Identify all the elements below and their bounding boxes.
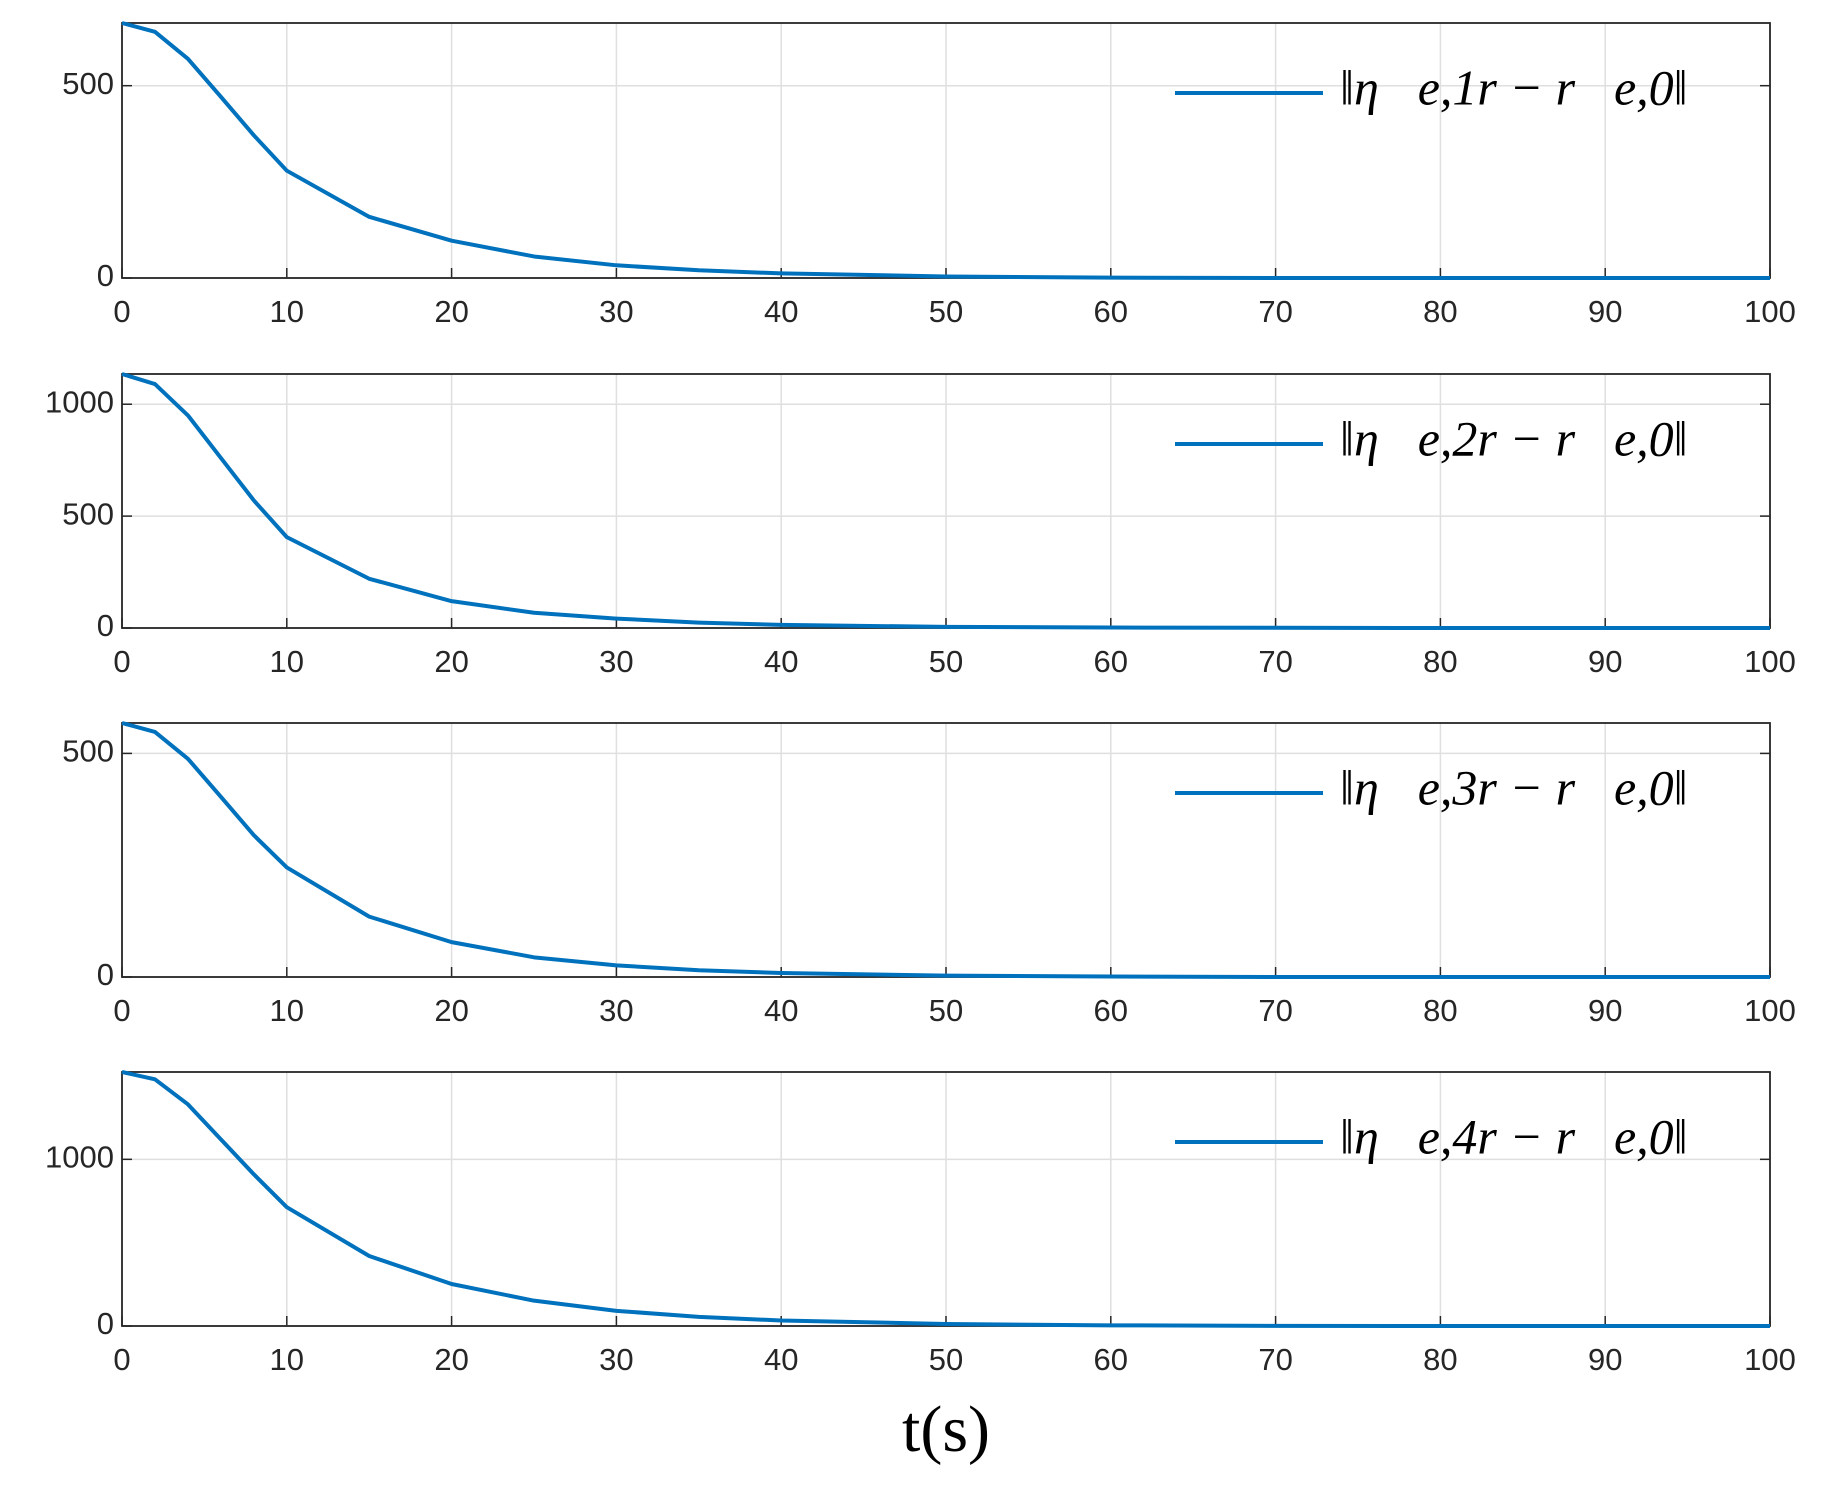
x-tick-label: 20 <box>434 1342 468 1377</box>
y-tick-label: 0 <box>97 608 114 643</box>
x-tick-label: 10 <box>270 1342 304 1377</box>
x-tick-label: 40 <box>764 993 798 1028</box>
y-tick-label: 500 <box>62 734 114 769</box>
x-tick-label: 40 <box>764 294 798 329</box>
x-tick-label: 50 <box>929 993 963 1028</box>
x-tick-label: 60 <box>1094 644 1128 679</box>
x-tick-label: 90 <box>1588 294 1622 329</box>
x-tick-label: 40 <box>764 644 798 679</box>
x-tick-label: 100 <box>1744 294 1796 329</box>
x-tick-label: 100 <box>1744 993 1796 1028</box>
x-tick-label: 30 <box>599 993 633 1028</box>
x-tick-label: 80 <box>1423 294 1457 329</box>
y-tick-label: 500 <box>62 66 114 101</box>
legend-label: ‖η⃗e,2r − r⃗e,0‖ <box>1340 410 1688 466</box>
x-tick-label: 30 <box>599 644 633 679</box>
x-tick-label: 70 <box>1258 1342 1292 1377</box>
data-line <box>121 1070 1770 1328</box>
x-tick-label: 70 <box>1258 993 1292 1028</box>
x-tick-label: 70 <box>1258 644 1292 679</box>
x-tick-label: 60 <box>1094 1342 1128 1377</box>
data-line <box>121 21 1770 280</box>
x-tick-label: 20 <box>434 644 468 679</box>
x-tick-label: 70 <box>1258 294 1292 329</box>
x-tick-label: 100 <box>1744 644 1796 679</box>
x-tick-label: 10 <box>270 993 304 1028</box>
x-tick-label: 50 <box>929 644 963 679</box>
x-tick-label: 80 <box>1423 993 1457 1028</box>
x-tick-label: 10 <box>270 294 304 329</box>
x-tick-label: 0 <box>113 993 130 1028</box>
x-tick-label: 80 <box>1423 644 1457 679</box>
y-tick-label: 0 <box>97 1306 114 1341</box>
x-tick-label: 20 <box>434 993 468 1028</box>
legend-label: ‖η⃗e,3r − r⃗e,0‖ <box>1340 759 1688 815</box>
x-tick-label: 80 <box>1423 1342 1457 1377</box>
x-tick-label: 30 <box>599 294 633 329</box>
x-tick-label: 90 <box>1588 1342 1622 1377</box>
x-tick-label: 60 <box>1094 294 1128 329</box>
x-tick-label: 0 <box>113 1342 130 1377</box>
x-tick-label: 30 <box>599 1342 633 1377</box>
y-tick-label: 500 <box>62 496 114 531</box>
x-tick-label: 40 <box>764 1342 798 1377</box>
x-tick-label: 50 <box>929 294 963 329</box>
x-tick-label: 90 <box>1588 644 1622 679</box>
y-tick-label: 1000 <box>45 1140 114 1175</box>
x-axis-label: t(s) <box>902 1393 990 1466</box>
x-tick-label: 50 <box>929 1342 963 1377</box>
y-tick-label: 0 <box>97 957 114 992</box>
data-line <box>121 372 1770 630</box>
x-tick-label: 100 <box>1744 1342 1796 1377</box>
y-tick-label: 0 <box>97 258 114 293</box>
x-tick-label: 0 <box>113 644 130 679</box>
x-tick-label: 20 <box>434 294 468 329</box>
x-tick-label: 10 <box>270 644 304 679</box>
x-tick-label: 60 <box>1094 993 1128 1028</box>
x-tick-label: 90 <box>1588 993 1622 1028</box>
legend-label: ‖η⃗e,4r − r⃗e,0‖ <box>1340 1108 1688 1164</box>
data-line <box>121 721 1770 979</box>
y-tick-label: 1000 <box>45 384 114 419</box>
x-tick-label: 0 <box>113 294 130 329</box>
axes-frame <box>121 1071 1771 1327</box>
legend-label: ‖η⃗e,1r − r⃗e,0‖ <box>1340 59 1688 115</box>
